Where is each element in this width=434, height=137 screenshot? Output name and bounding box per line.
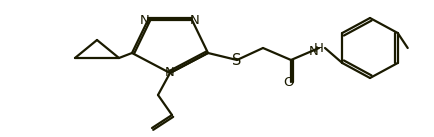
Text: S: S <box>232 52 241 68</box>
Text: H: H <box>313 42 323 55</box>
Text: N: N <box>165 65 174 79</box>
Text: N: N <box>190 14 199 26</box>
Text: N: N <box>309 45 318 58</box>
Text: O: O <box>283 75 293 89</box>
Text: N: N <box>140 14 150 26</box>
